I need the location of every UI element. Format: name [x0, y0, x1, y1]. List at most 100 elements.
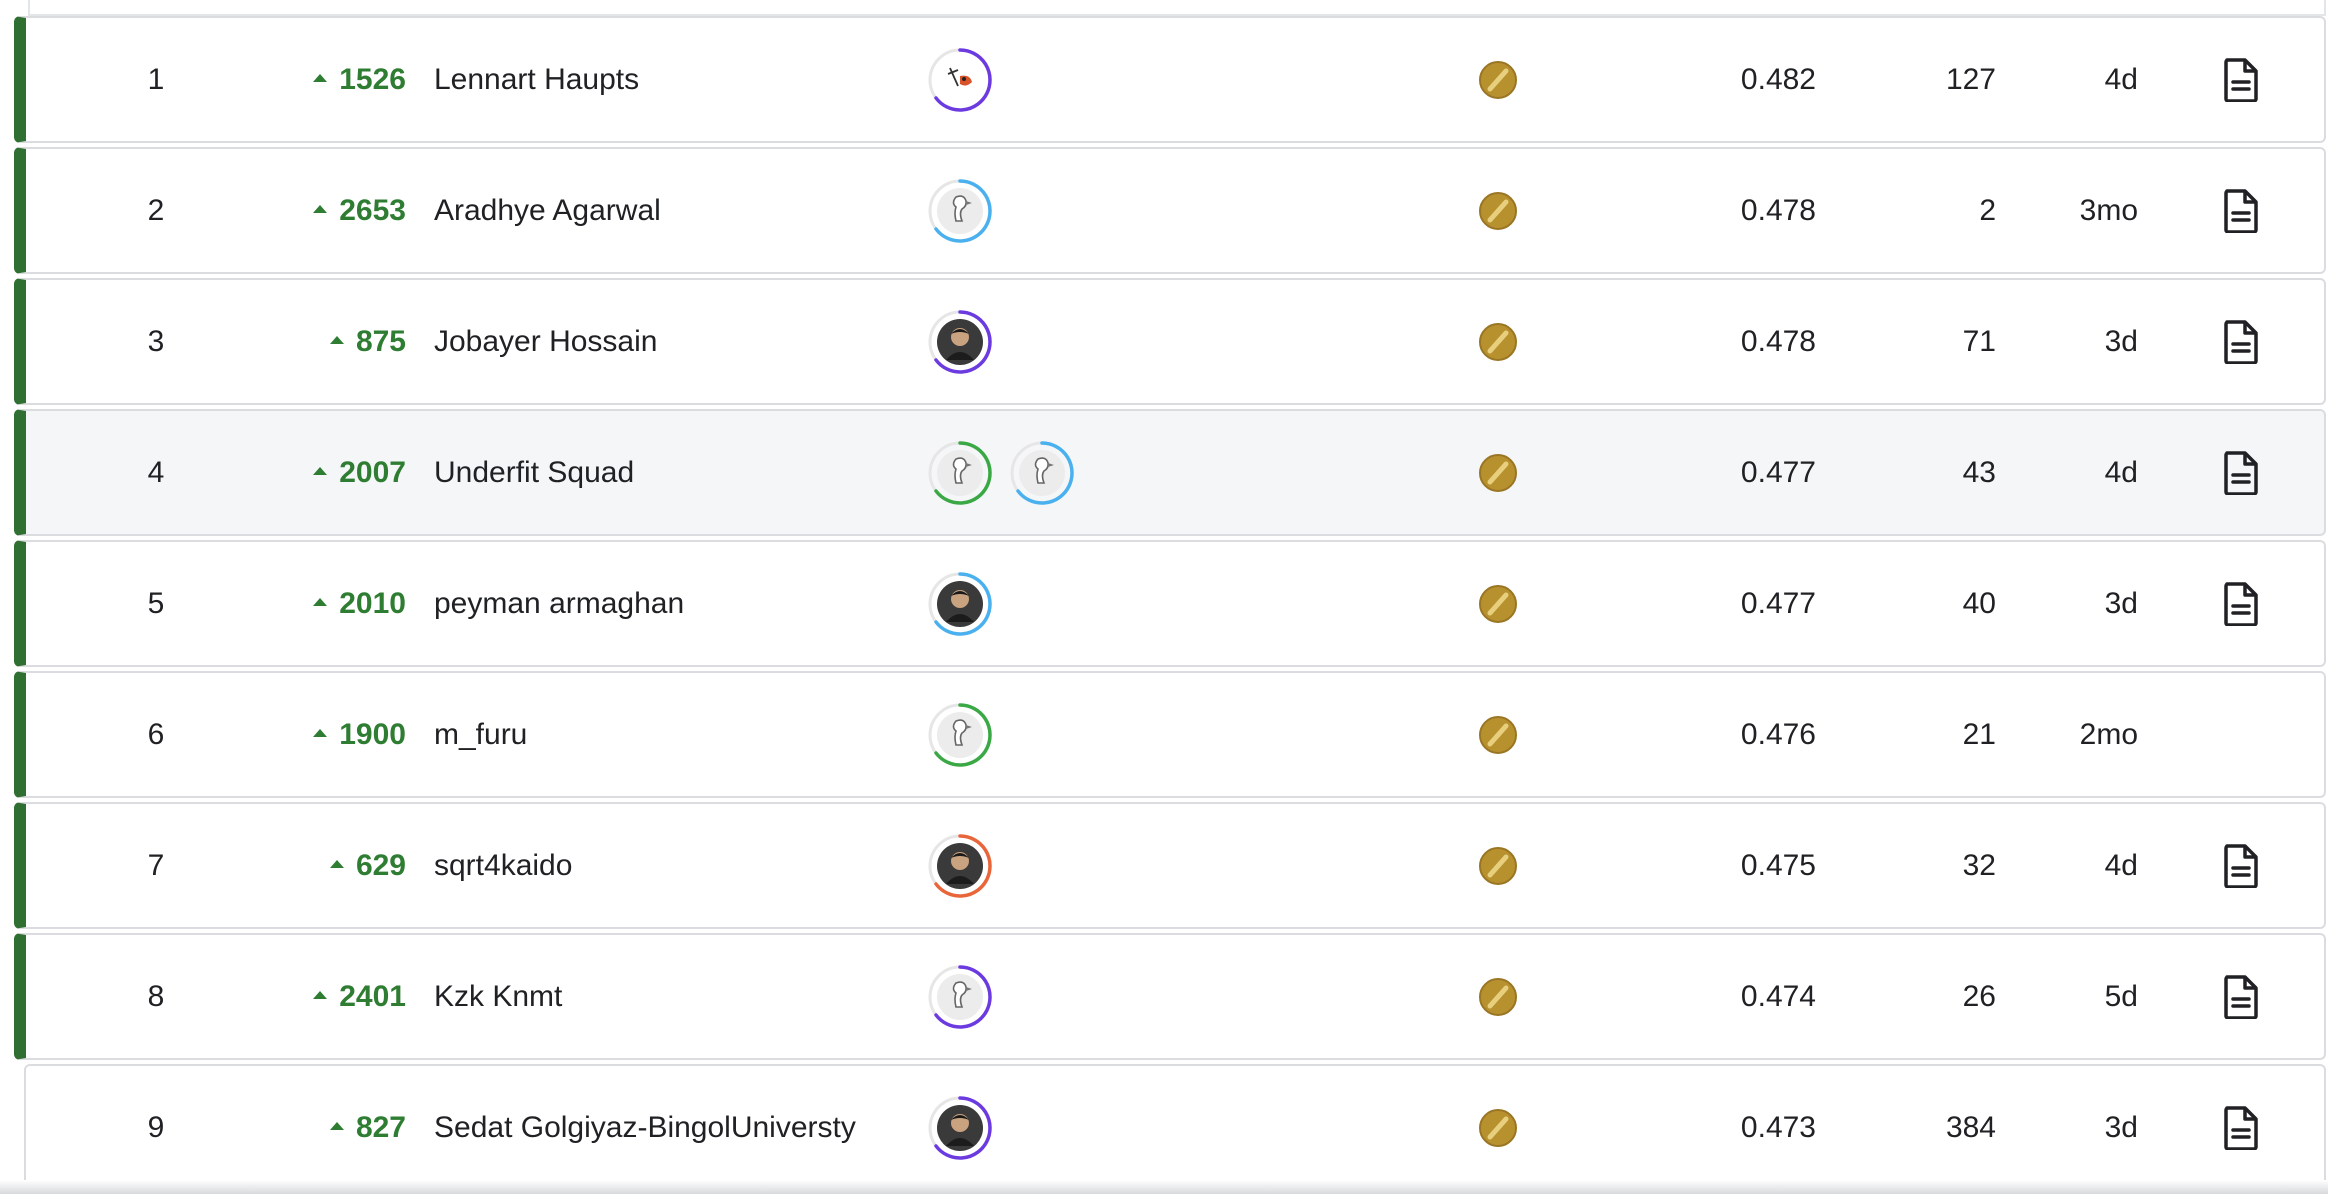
rank-change-value: 1526: [339, 62, 406, 96]
table-row[interactable]: 6 1900 m_furu 0.476 21 2mo: [14, 671, 2326, 798]
notebook-icon[interactable]: [2206, 804, 2276, 927]
gold-medal-icon: [1458, 1066, 1538, 1189]
team-member-avatar[interactable]: [926, 308, 994, 376]
team-member-avatar[interactable]: [926, 46, 994, 114]
rank-change: 1526: [256, 18, 406, 141]
table-row[interactable]: 5 2010 peyman armaghan 0.477 40 3d: [14, 540, 2326, 667]
score-cell: 0.474: [1740, 979, 1816, 1013]
gold-medal-icon: [1458, 149, 1538, 272]
score-cell: 0.477: [1740, 455, 1816, 489]
rank-cell: 4: [147, 455, 165, 489]
rank-change: 2653: [256, 149, 406, 272]
table-row[interactable]: 1 1526 Lennart Haupts 0.482 127 4d: [14, 16, 2326, 143]
entries-cell: 384: [1945, 1110, 1996, 1144]
last-submission-cell: 4d: [2104, 455, 2138, 489]
last-submission-cell: 4d: [2104, 848, 2138, 882]
notebook-icon[interactable]: [2206, 18, 2276, 141]
rank-change-value: 2007: [339, 455, 406, 489]
team-members: [926, 673, 1226, 796]
gold-medal-icon: [1458, 935, 1538, 1058]
last-submission-cell: 5d: [2104, 979, 2138, 1013]
entries-cell: 2: [1979, 193, 1996, 227]
up-arrow-icon: [313, 597, 328, 606]
table-row[interactable]: 9 827 Sedat Golgiyaz-BingolUniversty 0.473 3…: [24, 1064, 2326, 1191]
rank-change-value: 2653: [339, 193, 406, 227]
team-name-link[interactable]: peyman armaghan: [434, 586, 685, 620]
team-member-avatar[interactable]: [926, 832, 994, 900]
last-submission-cell: 3mo: [2079, 193, 2138, 227]
team-member-avatar[interactable]: [926, 439, 994, 507]
table-row[interactable]: 8 2401 Kzk Knmt 0.474 26 5d: [14, 933, 2326, 1060]
rank-cell: 6: [147, 717, 165, 751]
rank-change: 827: [256, 1066, 406, 1189]
notebook-icon[interactable]: [2206, 411, 2276, 534]
entries-cell: 21: [1962, 717, 1996, 751]
team-name-link[interactable]: m_furu: [434, 717, 528, 751]
team-name-link[interactable]: Jobayer Hossain: [434, 324, 658, 358]
team-members: [926, 411, 1226, 534]
gold-medal-icon: [1458, 18, 1538, 141]
rank-cell: 1: [147, 62, 165, 96]
team-name-link[interactable]: Aradhye Agarwal: [434, 193, 661, 227]
score-cell: 0.476: [1740, 717, 1816, 751]
table-row[interactable]: 3 875 Jobayer Hossain 0.478 71 3d: [14, 278, 2326, 405]
notebook-icon[interactable]: [2206, 280, 2276, 403]
notebook-icon[interactable]: [2206, 935, 2276, 1058]
notebook-icon[interactable]: [2206, 542, 2276, 665]
team-name-link[interactable]: Underfit Squad: [434, 455, 635, 489]
team-members: [926, 542, 1226, 665]
team-member-avatar[interactable]: [926, 1094, 994, 1162]
team-members: [926, 804, 1226, 927]
rank-change: 2401: [256, 935, 406, 1058]
rank-change: 875: [256, 280, 406, 403]
gold-medal-icon: [1458, 542, 1538, 665]
up-arrow-icon: [329, 335, 344, 344]
up-arrow-icon: [313, 728, 328, 737]
score-cell: 0.475: [1740, 848, 1816, 882]
entries-cell: 40: [1962, 586, 1996, 620]
up-arrow-icon: [313, 73, 328, 82]
rank-cell: 5: [147, 586, 165, 620]
last-submission-cell: 2mo: [2079, 717, 2138, 751]
rank-cell: 7: [147, 848, 165, 882]
table-row[interactable]: 4 2007 Underfit Squad 0.477 43 4d: [14, 409, 2326, 536]
table-row[interactable]: 7 629 sqrt4kaido 0.475 32 4d: [14, 802, 2326, 929]
notebook-icon[interactable]: [2206, 1066, 2276, 1189]
gold-medal-icon: [1458, 804, 1538, 927]
rank-change: 1900: [256, 673, 406, 796]
team-member-avatar[interactable]: [926, 701, 994, 769]
rank-change-value: 875: [355, 324, 406, 358]
up-arrow-icon: [329, 1121, 344, 1130]
table-row[interactable]: 2 2653 Aradhye Agarwal 0.478 2 3mo: [14, 147, 2326, 274]
team-members: [926, 935, 1226, 1058]
score-cell: 0.473: [1740, 1110, 1816, 1144]
rank-change: 2007: [256, 411, 406, 534]
entries-cell: 71: [1962, 324, 1996, 358]
gold-medal-icon: [1458, 280, 1538, 403]
team-name-link[interactable]: Sedat Golgiyaz-BingolUniversty: [434, 1110, 856, 1144]
scroll-shadow: [0, 1180, 2328, 1194]
last-submission-cell: 3d: [2104, 324, 2138, 358]
team-name-link[interactable]: Lennart Haupts: [434, 62, 640, 96]
last-submission-cell: 4d: [2104, 62, 2138, 96]
up-arrow-icon: [313, 990, 328, 999]
team-member-avatar[interactable]: [926, 177, 994, 245]
team-member-avatar[interactable]: [926, 570, 994, 638]
last-submission-cell: 3d: [2104, 1110, 2138, 1144]
team-name-link[interactable]: sqrt4kaido: [434, 848, 573, 882]
up-arrow-icon: [313, 466, 328, 475]
team-name-link[interactable]: Kzk Knmt: [434, 979, 563, 1013]
up-arrow-icon: [313, 204, 328, 213]
team-member-avatar[interactable]: [926, 963, 994, 1031]
rank-cell: 8: [147, 979, 165, 1013]
gold-medal-icon: [1458, 411, 1538, 534]
rank-cell: 2: [147, 193, 165, 227]
team-member-avatar[interactable]: [1008, 439, 1076, 507]
previous-row-edge: [28, 0, 2326, 16]
entries-cell: 43: [1962, 455, 1996, 489]
notebook-icon[interactable]: [2206, 149, 2276, 272]
rank-change-value: 2010: [339, 586, 406, 620]
up-arrow-icon: [329, 859, 344, 868]
team-members: [926, 149, 1226, 272]
